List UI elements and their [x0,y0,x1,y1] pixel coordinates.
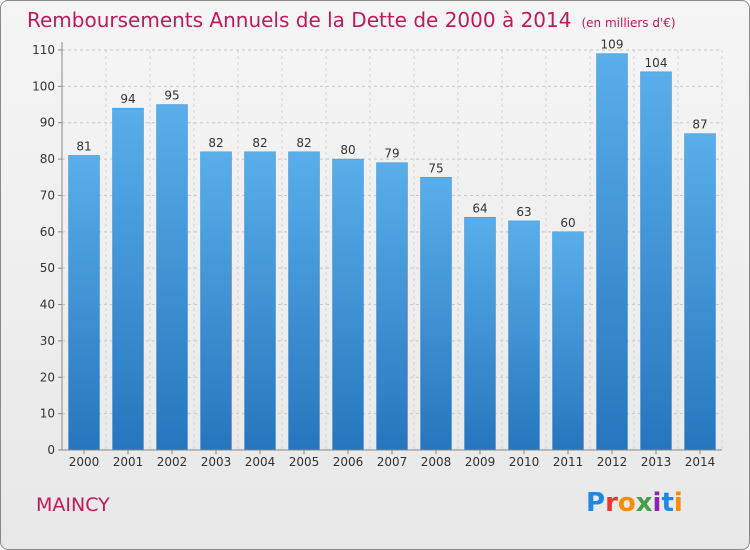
y-tick-label: 70 [40,188,55,202]
bar [244,151,276,451]
bar-value-label: 64 [472,201,487,215]
x-tick-label: 2003 [201,455,232,469]
y-tick-label: 60 [40,225,55,239]
logo-letter: r [605,488,618,518]
logo-letter: P [586,488,606,518]
y-tick-label: 40 [40,298,55,312]
bar-value-label: 104 [645,56,668,70]
logo-letter: i [673,488,683,518]
y-tick-label: 90 [40,116,55,130]
x-tick-label: 2009 [465,455,496,469]
logo-letter: x [635,488,653,518]
y-tick-label: 20 [40,370,55,384]
bar [464,217,496,451]
bar-value-label: 109 [601,38,624,52]
bar [68,155,100,451]
bar-value-label: 82 [208,136,223,150]
bar-value-label: 79 [384,147,399,161]
chart-title: Remboursements Annuels de la Dette de 20… [27,8,676,32]
bar-value-label: 94 [120,92,135,106]
x-tick-label: 2008 [421,455,452,469]
bar [684,133,716,451]
bar [376,162,408,451]
y-tick-label: 30 [40,334,55,348]
y-tick-label: 110 [32,43,55,57]
x-tick-label: 2001 [113,455,144,469]
y-tick-label: 50 [40,261,55,275]
x-tick-label: 2005 [289,455,320,469]
y-tick-label: 10 [40,407,55,421]
bar-value-label: 95 [164,89,179,103]
chart-title-text: Remboursements Annuels de la Dette de 20… [27,8,572,32]
chart-subtitle: (en milliers d'€) [581,16,676,30]
bar-value-label: 63 [516,205,531,219]
bar [596,53,628,451]
bar-value-label: 87 [692,118,707,132]
bar [156,104,188,451]
bars: 81 94 95 82 82 82 80 79 75 64 63 60 109 104 87 [68,38,716,451]
logo-letter: t [661,488,674,518]
y-tick-label: 0 [47,443,55,457]
bar [508,220,540,451]
bar [200,151,232,451]
bar [332,158,364,451]
proxiti-logo: Proxiti [586,488,683,518]
x-tick-label: 2012 [597,455,628,469]
x-tick-label: 2007 [377,455,408,469]
bar [640,71,672,451]
x-tick-label: 2013 [641,455,672,469]
bar [112,107,144,451]
y-tick-label: 100 [32,79,55,93]
bar-value-label: 80 [340,143,355,157]
x-tick-label: 2000 [69,455,100,469]
x-tick-label: 2010 [509,455,540,469]
bar [420,177,452,451]
logo-letter: o [617,488,636,518]
x-tick-label: 2011 [553,455,584,469]
bar [288,151,320,451]
bar-value-label: 81 [76,139,91,153]
commune-name: MAINCY [36,494,110,516]
bar-value-label: 82 [296,136,311,150]
bar-value-label: 82 [252,136,267,150]
y-tick-label: 80 [40,152,55,166]
x-tick-label: 2004 [245,455,276,469]
bar [552,231,584,451]
x-tick-label: 2014 [685,455,716,469]
x-tick-label: 2002 [157,455,188,469]
bar-value-label: 60 [560,216,575,230]
x-tick-label: 2006 [333,455,364,469]
axes: 0 10 20 30 40 50 60 70 80 90 100 110 2000 2001 2002 200… [32,42,722,469]
bar-value-label: 75 [428,161,443,175]
logo-letter: i [652,488,662,518]
